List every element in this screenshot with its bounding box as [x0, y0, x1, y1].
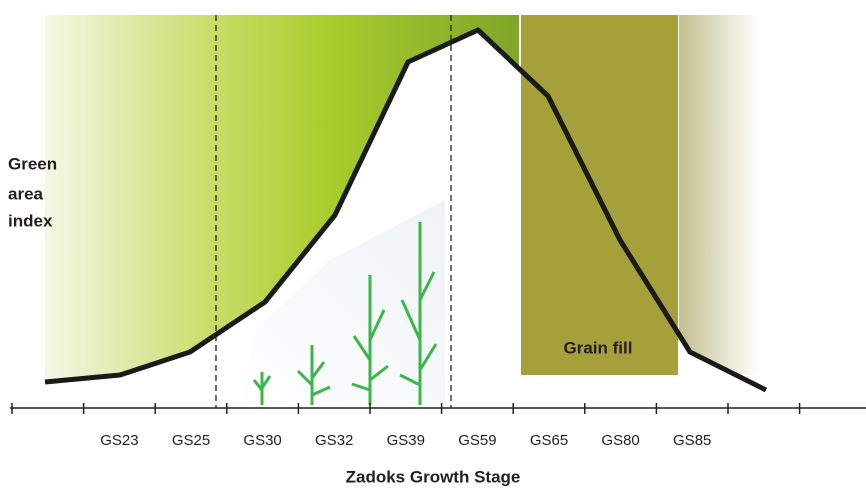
fade-background [679, 15, 760, 375]
x-label: GS85 [673, 432, 711, 449]
x-label: GS23 [100, 432, 138, 449]
y-label: area [8, 184, 44, 203]
x-label: GS59 [458, 432, 496, 449]
band-label: Grain fill [564, 338, 633, 357]
plant-backdrop [240, 200, 445, 405]
plants [252, 222, 438, 405]
x-label: GS65 [530, 432, 568, 449]
x-label: GS25 [172, 432, 210, 449]
x-title: Zadoks Growth Stage [346, 467, 521, 486]
y-label: index [8, 211, 53, 230]
x-label: GS39 [387, 432, 425, 449]
x-label: GS32 [315, 432, 353, 449]
y-label: Green [8, 154, 57, 173]
x-label: GS80 [601, 432, 639, 449]
gai-curve [44, 27, 768, 393]
x-label: GS30 [243, 432, 281, 449]
